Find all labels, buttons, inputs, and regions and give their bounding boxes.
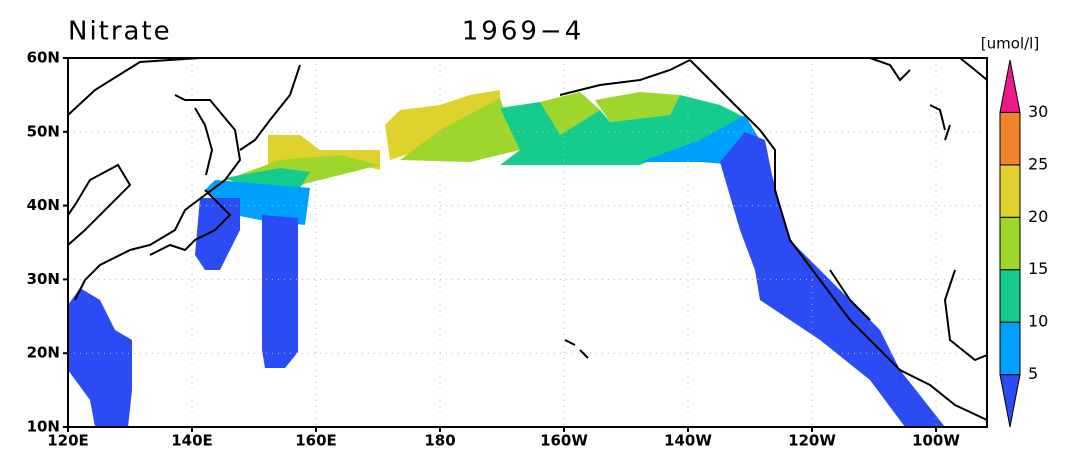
colorbar-unit: [umol/l]: [981, 35, 1039, 53]
colorbar: 5 10 15 20 25 30: [999, 59, 1048, 428]
lon-tick-label: 160W: [540, 432, 588, 450]
coastline: [564, 104, 951, 359]
field-patch: [720, 132, 945, 427]
field-patch: [262, 215, 298, 368]
colorbar-segment: [999, 374, 1021, 428]
colorbar-segment: [999, 111, 1021, 166]
colorbar-label: 15: [1028, 259, 1048, 278]
map-frame: [67, 57, 988, 428]
colorbar-segment: [999, 216, 1021, 271]
field-patch: [400, 98, 520, 162]
coastlines: [67, 57, 988, 421]
field-patch: [195, 198, 240, 270]
title: Nitrate: [68, 17, 172, 47]
date: 1969−4: [462, 17, 585, 47]
coastline: [559, 57, 988, 421]
field-patch: [205, 180, 310, 225]
lon-tick-label: 100W: [912, 432, 960, 450]
lon-tick-label: 140W: [664, 432, 712, 450]
nitrate-field: [68, 90, 945, 427]
lon-tick-label: 140E: [171, 432, 213, 450]
field-patch: [595, 92, 680, 122]
coastline: [149, 64, 301, 256]
colorbar-segment: [999, 164, 1021, 218]
colorbar-segment: [999, 59, 1021, 113]
axis-labels: 120E 140E 160E 180 160W 140W 120W 100W 10N 20N 30N…: [27, 49, 961, 450]
colorbar-label: 5: [1028, 364, 1038, 383]
colorbar-label: 10: [1028, 312, 1048, 331]
field-patch: [268, 135, 380, 175]
colorbar-label: 20: [1028, 207, 1048, 226]
lat-tick-label: 50N: [27, 122, 60, 140]
colorbar-label: 30: [1028, 102, 1048, 121]
colorbar-segment: [999, 321, 1021, 376]
colorbar-label: 25: [1028, 154, 1048, 173]
colorbar-segment: [999, 269, 1021, 323]
lon-tick-label: 180: [424, 432, 455, 450]
coastline: [67, 57, 242, 301]
lat-tick-label: 10N: [27, 418, 60, 436]
lat-tick-label: 30N: [27, 270, 60, 288]
field-patch: [385, 90, 500, 160]
field-patch: [540, 92, 600, 135]
lon-tick-label: 120E: [47, 432, 89, 450]
field-patch: [68, 288, 132, 427]
lat-tick-label: 60N: [27, 49, 60, 67]
lat-tick-label: 40N: [27, 196, 60, 214]
lon-tick-label: 160E: [295, 432, 337, 450]
lon-tick-label: 120W: [788, 432, 836, 450]
lat-tick-label: 20N: [27, 344, 60, 362]
